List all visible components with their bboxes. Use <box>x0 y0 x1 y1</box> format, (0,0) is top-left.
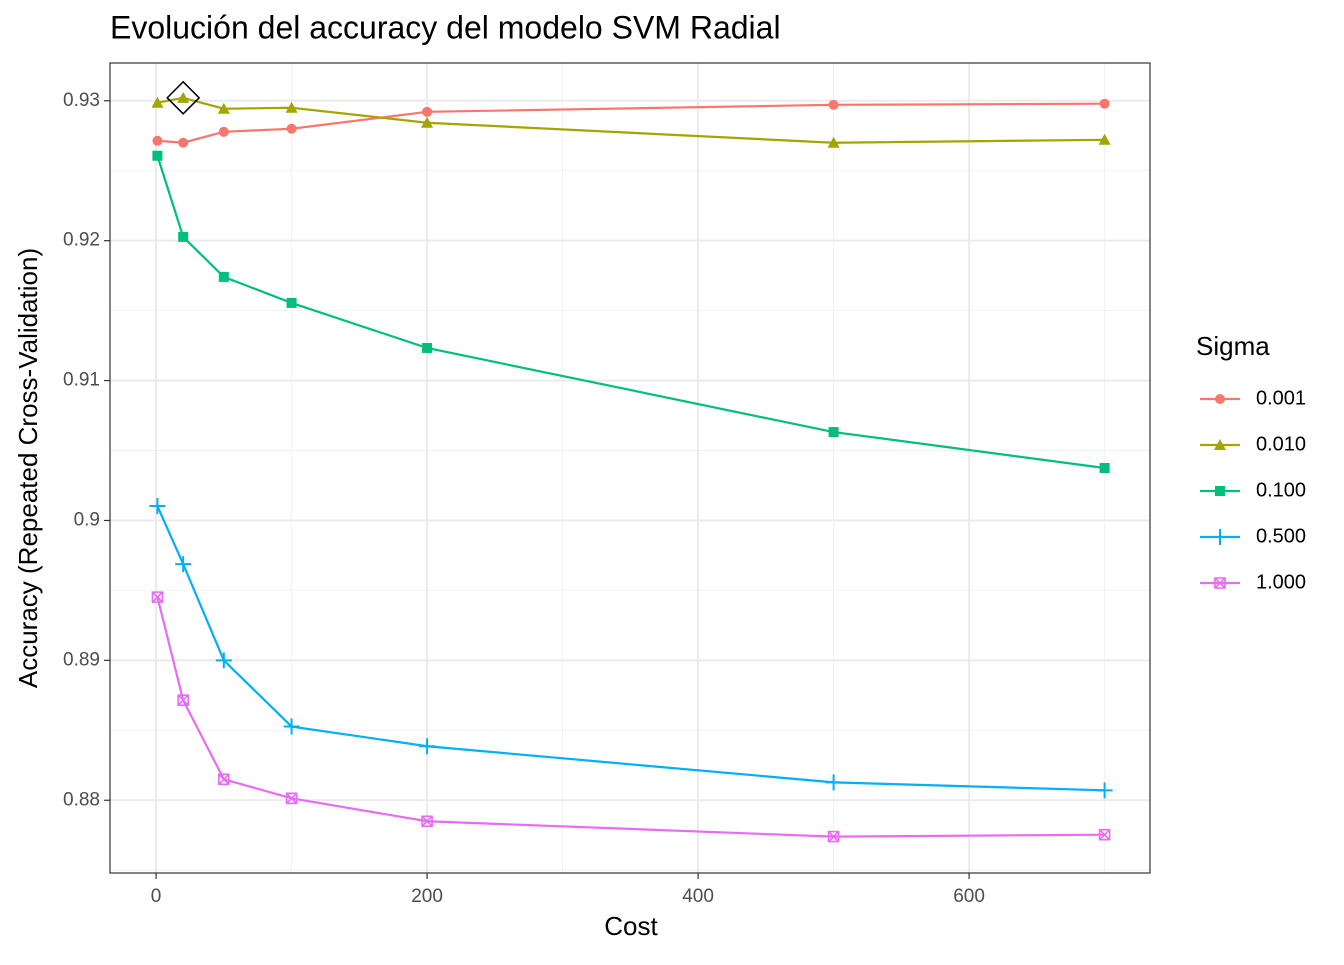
x-tick-label: 0 <box>151 886 162 907</box>
y-tick-label: 0.91 <box>63 370 100 391</box>
legend-label: 0.010 <box>1256 433 1306 455</box>
data-point <box>828 99 839 110</box>
data-point <box>217 102 230 114</box>
data-point <box>1099 98 1110 109</box>
data-point <box>149 498 166 515</box>
x-tick-label: 200 <box>411 886 443 907</box>
data-point <box>1099 463 1110 473</box>
data-point <box>1096 782 1113 799</box>
y-axis-label: Accuracy (Repeated Cross-Validation) <box>13 248 43 688</box>
data-point <box>422 342 433 353</box>
data-point <box>285 101 298 113</box>
data-point <box>422 106 433 117</box>
y-tick-label: 0.88 <box>63 789 100 810</box>
y-tick-label: 0.89 <box>63 649 100 670</box>
y-tick-label: 0.93 <box>63 90 100 111</box>
data-point <box>1098 828 1111 841</box>
y-tick-label: 0.92 <box>63 230 100 251</box>
x-tick-label: 600 <box>953 886 985 907</box>
legend-marker <box>1215 486 1225 496</box>
legend-label: 1.000 <box>1256 571 1306 593</box>
data-point <box>828 427 839 438</box>
data-point <box>218 126 229 137</box>
data-point <box>152 150 163 161</box>
data-point <box>151 96 164 108</box>
data-point <box>218 271 229 282</box>
data-point <box>151 591 164 603</box>
data-point <box>419 738 436 755</box>
x-tick-label: 400 <box>682 886 714 907</box>
data-point <box>152 135 163 146</box>
best-marker <box>166 80 201 115</box>
data-point <box>421 815 433 828</box>
data-point <box>215 652 232 669</box>
legend-label: 0.001 <box>1256 387 1306 409</box>
y-tick-label: 0.9 <box>74 509 100 530</box>
legend-marker <box>1214 439 1226 450</box>
data-point <box>827 830 840 843</box>
data-point <box>175 556 192 573</box>
legend-marker <box>1214 577 1226 589</box>
x-axis-label: Cost <box>604 911 658 941</box>
data-point <box>177 91 190 103</box>
data-point <box>1098 133 1111 145</box>
chart-title: Evolución del accuracy del modelo SVM Ra… <box>110 9 781 45</box>
data-point <box>218 773 230 786</box>
legend-label: 0.500 <box>1256 525 1306 547</box>
legend-marker <box>1215 394 1225 404</box>
data-point <box>286 123 297 134</box>
data-point <box>178 231 189 242</box>
data-point <box>286 297 297 308</box>
data-point <box>825 774 842 791</box>
legend-label: 0.100 <box>1256 479 1306 501</box>
plot-border <box>109 62 1151 874</box>
data-point <box>177 694 189 707</box>
data-point <box>178 137 189 148</box>
data-point <box>285 792 298 805</box>
data-point <box>283 718 300 735</box>
legend-title: Sigma <box>1196 331 1270 361</box>
data-point <box>827 136 840 148</box>
legend-marker <box>1212 529 1228 545</box>
plot-area <box>110 63 1150 873</box>
data-point <box>421 116 434 128</box>
